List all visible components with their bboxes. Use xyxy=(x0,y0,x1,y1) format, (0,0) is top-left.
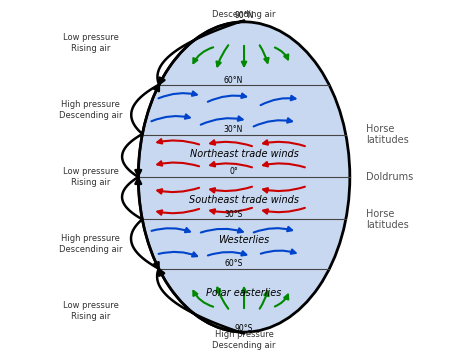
Text: Doldrums: Doldrums xyxy=(366,172,413,182)
Ellipse shape xyxy=(138,22,350,332)
Text: Polar easterlies: Polar easterlies xyxy=(206,289,282,298)
Text: Low pressure
Rising air: Low pressure Rising air xyxy=(63,167,118,187)
Text: 60°S: 60°S xyxy=(224,259,243,268)
Text: 30°S: 30°S xyxy=(224,210,243,219)
Text: 60°N: 60°N xyxy=(224,76,243,85)
Text: Descending air: Descending air xyxy=(212,10,276,18)
Text: Horse
latitudes: Horse latitudes xyxy=(366,124,409,145)
Text: Southeast trade winds: Southeast trade winds xyxy=(189,195,299,205)
Text: Westerlies: Westerlies xyxy=(219,235,270,245)
Text: High pressure
Descending air: High pressure Descending air xyxy=(59,100,122,120)
Text: Northeast trade winds: Northeast trade winds xyxy=(190,149,299,159)
Text: High pressure
Descending air: High pressure Descending air xyxy=(212,330,276,350)
Text: High pressure
Descending air: High pressure Descending air xyxy=(59,234,122,254)
Text: 90°N: 90°N xyxy=(234,11,254,21)
Text: 90°S: 90°S xyxy=(235,324,253,333)
Text: 30°N: 30°N xyxy=(224,125,243,134)
Text: Low pressure
Rising air: Low pressure Rising air xyxy=(63,301,118,321)
Text: Horse
latitudes: Horse latitudes xyxy=(366,209,409,230)
Text: 0°: 0° xyxy=(229,167,238,176)
Text: Low pressure
Rising air: Low pressure Rising air xyxy=(63,33,118,53)
